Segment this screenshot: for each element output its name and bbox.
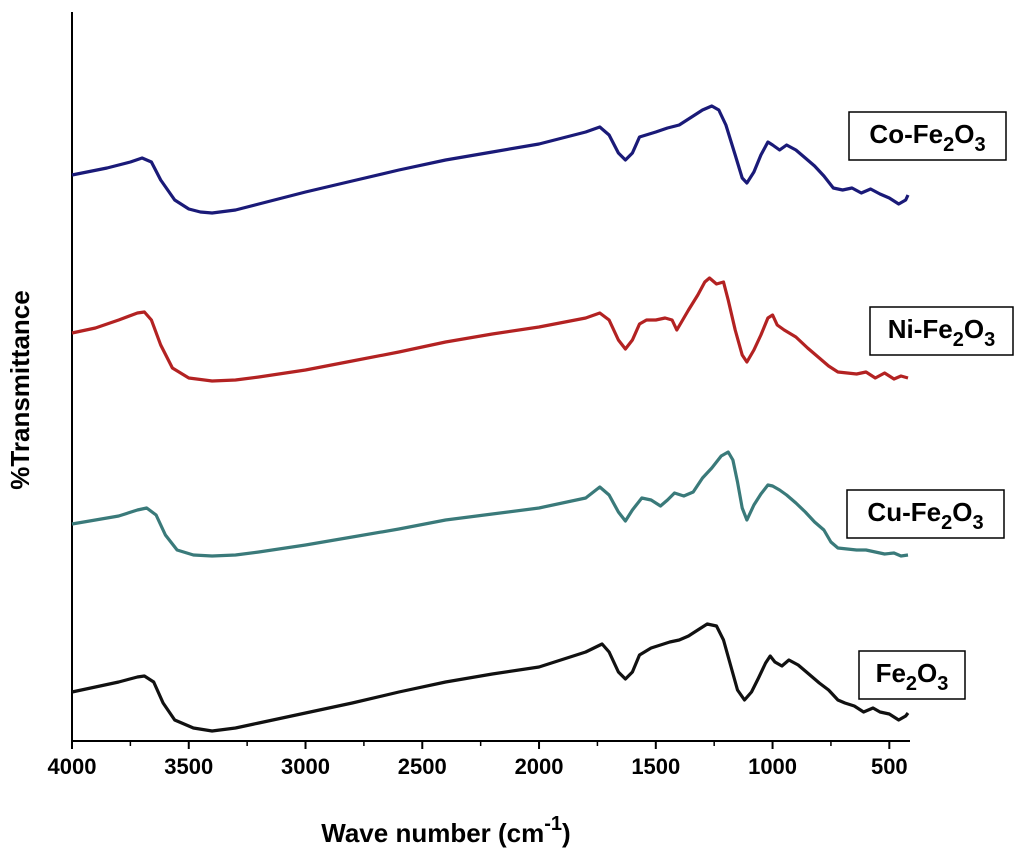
- x-axis-title-sup: -1: [544, 813, 562, 835]
- x-tick-label: 4000: [48, 754, 97, 779]
- series-label-text: Co-Fe2O3: [869, 119, 985, 156]
- series-lines: [71, 104, 910, 733]
- series-line-co-fe2o3: [71, 104, 910, 215]
- series-line-ni-fe2o3: [71, 276, 909, 383]
- series-line-cu-fe2o3: [71, 450, 909, 558]
- x-tick-label: 3500: [164, 754, 213, 779]
- series-label-box: [848, 111, 1007, 161]
- x-tick-label: 500: [871, 754, 908, 779]
- axes: [71, 12, 910, 742]
- series-label-co-fe2o3: Co-Fe2O3: [848, 111, 1007, 161]
- series-label-text: Fe2O3: [876, 658, 949, 695]
- series-labels: Co-Fe2O3 Ni-Fe2O3 Cu-Fe2O3 Fe2O3: [846, 111, 1014, 700]
- x-axis-title-main: Wave number (cm: [321, 818, 544, 848]
- x-tick-label: 1000: [748, 754, 797, 779]
- series-label-box: [846, 489, 1005, 539]
- series-label-text: Cu-Fe2O3: [867, 497, 983, 534]
- x-axis-title-close: ): [562, 818, 571, 848]
- series-label-ni-fe2o3: Ni-Fe2O3: [869, 306, 1014, 356]
- series-label-fe2o3: Fe2O3: [858, 650, 966, 700]
- series-label-box: [858, 650, 966, 700]
- x-tick-label: 2500: [398, 754, 447, 779]
- x-ticks: 4000 3500 3000 2500 2000 1500 1000 500: [48, 741, 908, 779]
- x-axis-title: Wave number (cm-1): [321, 813, 570, 848]
- series-label-cu-fe2o3: Cu-Fe2O3: [846, 489, 1005, 539]
- series-label-text: Ni-Fe2O3: [888, 314, 995, 351]
- x-tick-label: 2000: [515, 754, 564, 779]
- series-label-box: [869, 306, 1014, 356]
- series-line-fe2o3: [71, 622, 910, 733]
- x-tick-label: 3000: [281, 754, 330, 779]
- x-tick-label: 1500: [631, 754, 680, 779]
- y-axis-title: %Transmittance: [5, 290, 35, 489]
